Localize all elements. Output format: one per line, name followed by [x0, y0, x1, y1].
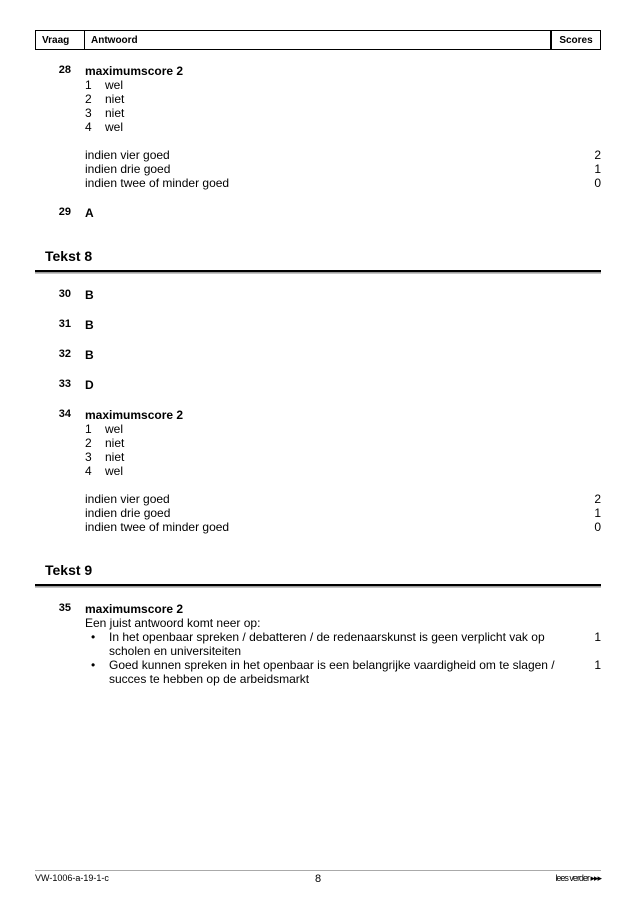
bullet-text: Goed kunnen spreken in het openbaar is e…: [109, 658, 571, 686]
question-29: 29 A: [35, 206, 601, 220]
answer: B: [85, 348, 601, 362]
question-number: 35: [35, 602, 85, 614]
header-antwoord: Antwoord: [85, 31, 551, 49]
max-score: maximumscore 2: [85, 408, 601, 422]
item-val: niet: [105, 450, 601, 464]
item-num: 4: [85, 120, 105, 134]
scoring-points: 1: [571, 162, 601, 176]
scoring-points: 2: [571, 148, 601, 162]
question-number: 28: [35, 64, 85, 76]
question-33: 33D: [35, 378, 601, 392]
scoring-text: indien vier goed: [85, 148, 571, 162]
header-scores: Scores: [551, 31, 601, 49]
list-item: 1wel: [85, 422, 601, 436]
item-num: 2: [85, 436, 105, 450]
question-32: 32B: [35, 348, 601, 362]
column-header-row: Vraag Antwoord Scores: [35, 30, 601, 50]
answer: A: [85, 206, 601, 220]
item-val: wel: [105, 120, 601, 134]
content: 28 maximumscore 2 1wel 2niet 3niet 4wel …: [35, 50, 601, 686]
page: Vraag Antwoord Scores 28 maximumscore 2 …: [0, 0, 636, 686]
scoring-line: indien twee of minder goed0: [85, 520, 601, 534]
item-val: niet: [105, 106, 601, 120]
scoring-points: 2: [571, 492, 601, 506]
question-number: 31: [35, 318, 85, 330]
bullet-score: 1: [571, 658, 601, 686]
answer: B: [85, 288, 601, 302]
scoring-line: indien drie goed1: [85, 162, 601, 176]
question-number: 33: [35, 378, 85, 390]
list-item: 2niet: [85, 436, 601, 450]
footer-page-number: 8: [35, 873, 601, 885]
item-num: 1: [85, 422, 105, 436]
question-number: 29: [35, 206, 85, 218]
item-num: 2: [85, 92, 105, 106]
item-num: 3: [85, 106, 105, 120]
bullet-icon: •: [85, 630, 109, 658]
max-score: maximumscore 2: [85, 64, 601, 78]
bullet-icon: •: [85, 658, 109, 686]
question-35: 35 maximumscore 2 Een juist antwoord kom…: [35, 602, 601, 686]
header-vraag: Vraag: [35, 31, 85, 49]
question-number: 34: [35, 408, 85, 420]
question-31: 31B: [35, 318, 601, 332]
max-score: maximumscore 2: [85, 602, 601, 616]
scoring-line: indien vier goed2: [85, 148, 601, 162]
item-val: wel: [105, 464, 601, 478]
bullet-item: • Goed kunnen spreken in het openbaar is…: [85, 658, 601, 686]
question-34: 34 maximumscore 2 1wel 2niet 3niet 4wel …: [35, 408, 601, 534]
question-body: maximumscore 2 Een juist antwoord komt n…: [85, 602, 601, 686]
item-val: wel: [105, 422, 601, 436]
scoring-line: indien drie goed1: [85, 506, 601, 520]
item-val: niet: [105, 436, 601, 450]
bullet-score: 1: [571, 630, 601, 658]
scoring-text: indien drie goed: [85, 506, 571, 520]
question-30: 30B: [35, 288, 601, 302]
scoring-text: indien twee of minder goed: [85, 176, 571, 190]
item-num: 3: [85, 450, 105, 464]
scoring-line: indien twee of minder goed0: [85, 176, 601, 190]
section-title-8: Tekst 8: [35, 242, 601, 270]
question-body: maximumscore 2 1wel 2niet 3niet 4wel ind…: [85, 408, 601, 534]
list-item: 4wel: [85, 464, 601, 478]
item-num: 4: [85, 464, 105, 478]
scoring-line: indien vier goed2: [85, 492, 601, 506]
question-number: 32: [35, 348, 85, 360]
bullet-item: • In het openbaar spreken / debatteren /…: [85, 630, 601, 658]
scoring-text: indien twee of minder goed: [85, 520, 571, 534]
list-item: 3niet: [85, 106, 601, 120]
list-item: 1wel: [85, 78, 601, 92]
page-footer: VW-1006-a-19-1-c 8 lees verder ▸▸▸: [35, 870, 601, 884]
intro-text: Een juist antwoord komt neer op:: [85, 616, 601, 630]
answer: D: [85, 378, 601, 392]
list-item: 4wel: [85, 120, 601, 134]
scoring-text: indien vier goed: [85, 492, 571, 506]
scoring-points: 1: [571, 506, 601, 520]
answer: B: [85, 318, 601, 332]
scoring-points: 0: [571, 176, 601, 190]
list-item: 3niet: [85, 450, 601, 464]
scoring-points: 0: [571, 520, 601, 534]
list-item: 2niet: [85, 92, 601, 106]
item-val: wel: [105, 78, 601, 92]
scoring-text: indien drie goed: [85, 162, 571, 176]
section-title-9: Tekst 9: [35, 556, 601, 584]
bullet-text: In het openbaar spreken / debatteren / d…: [109, 630, 571, 658]
question-body: maximumscore 2 1wel 2niet 3niet 4wel ind…: [85, 64, 601, 190]
item-num: 1: [85, 78, 105, 92]
item-val: niet: [105, 92, 601, 106]
question-28: 28 maximumscore 2 1wel 2niet 3niet 4wel …: [35, 64, 601, 190]
question-number: 30: [35, 288, 85, 300]
